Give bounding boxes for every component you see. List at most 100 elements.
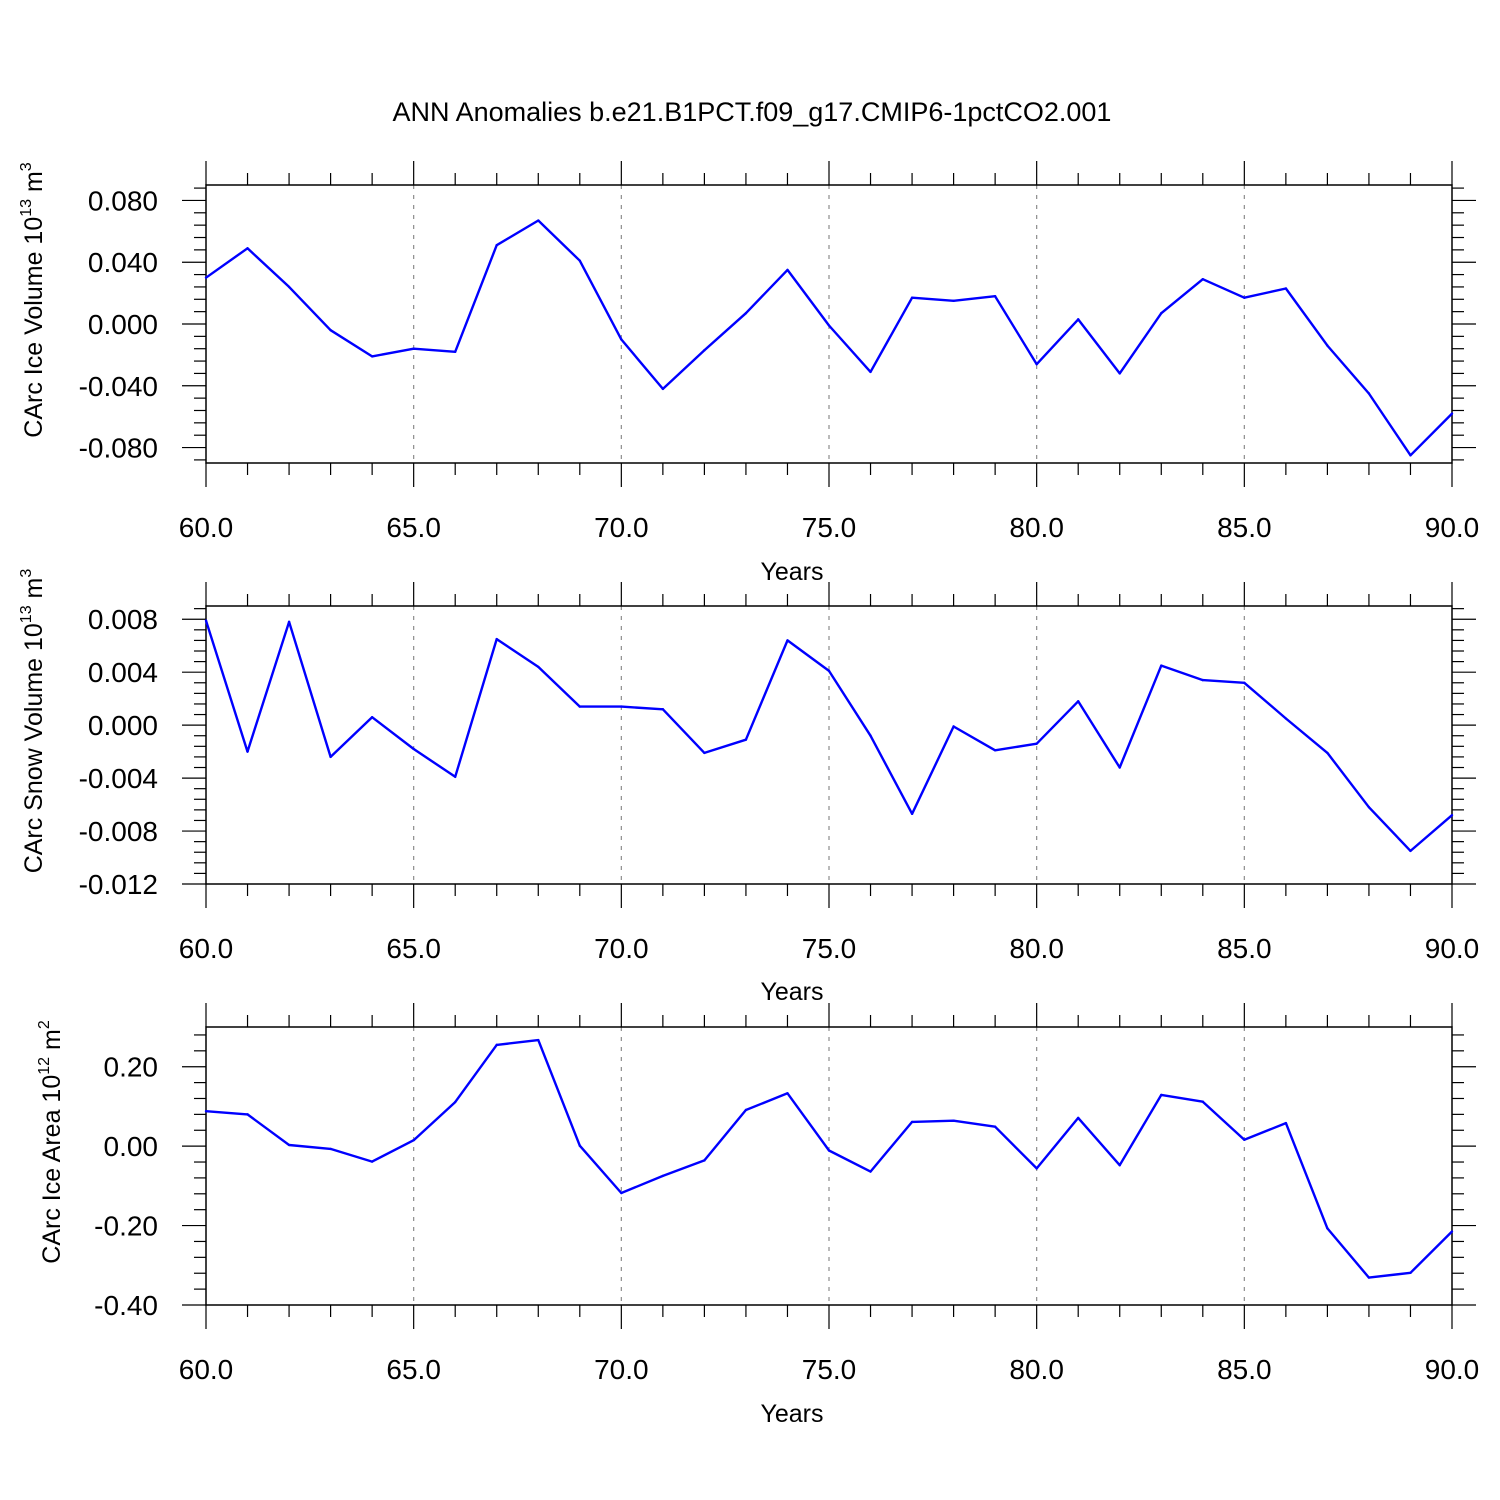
data-point [1284, 717, 1288, 720]
y-tick-label: -0.080 [79, 433, 158, 464]
x-tick-label: 80.0 [1009, 1354, 1064, 1385]
data-point [1243, 1138, 1246, 1141]
data-point [578, 259, 581, 262]
data-point [537, 219, 540, 222]
data-point [620, 338, 623, 341]
data-point [1160, 1093, 1163, 1097]
data-point [952, 299, 955, 303]
ice-area-panel: 60.0 65.0 70.0 75.0 80.0 85.0 90.0 0.20 0.00 -0.2… [36, 1003, 1479, 1428]
data-point [412, 1138, 415, 1142]
data-point [703, 1159, 706, 1162]
data-point [1118, 1164, 1121, 1167]
data-point [1243, 681, 1246, 684]
data-point [1409, 454, 1412, 457]
data-point [910, 812, 914, 816]
data-point [1326, 751, 1329, 755]
data-point [869, 734, 872, 737]
data-point [993, 1125, 997, 1128]
data-point [1077, 700, 1080, 703]
y-tick-label: -0.008 [79, 816, 158, 847]
data-point [370, 716, 374, 719]
y-tick-label: 0.040 [88, 247, 158, 278]
data-point [287, 285, 291, 289]
y-tick-label: -0.040 [79, 371, 158, 402]
data-point [1118, 766, 1121, 769]
x-axis-title: Years [760, 978, 823, 1006]
ice-volume-panel: 60.0 65.0 70.0 75.0 80.0 85.0 90.0 0.080 0.040 0.… [18, 161, 1479, 586]
data-point [412, 347, 415, 350]
data-point [454, 350, 457, 353]
data-point [495, 244, 498, 247]
data-point [910, 296, 914, 299]
data-point [537, 665, 540, 669]
data-point [1367, 392, 1371, 395]
x-tick-label: 85.0 [1217, 512, 1272, 543]
data-point [1077, 318, 1080, 321]
y-tick-label: 0.000 [88, 710, 158, 741]
y-tick-label: -0.20 [94, 1211, 158, 1242]
x-tick-label: 70.0 [594, 1354, 649, 1385]
data-point [744, 1108, 748, 1112]
data-point [869, 1170, 872, 1173]
data-point [495, 1043, 498, 1047]
data-point [1035, 742, 1038, 745]
x-tick-label: 65.0 [386, 512, 441, 543]
y-axis-title: CArc Ice Area 1012 m2 [36, 1020, 66, 1264]
data-point [1077, 1116, 1080, 1120]
data-point [1284, 1121, 1288, 1125]
data-point [1201, 678, 1205, 682]
x-tick-label: 85.0 [1217, 1354, 1272, 1385]
data-point [246, 750, 249, 753]
x-tick-label: 60.0 [179, 512, 234, 543]
data-point [204, 276, 208, 279]
figure-title: ANN Anomalies b.e21.B1PCT.f09_g17.CMIP6-… [393, 97, 1112, 127]
data-point [329, 328, 332, 332]
y-axis-title: CArc Ice Volume 1013 m3 [18, 162, 48, 438]
y-tick-label: 0.004 [88, 657, 158, 688]
data-point [412, 747, 415, 751]
data-point [1160, 664, 1163, 667]
y-tick-label: -0.004 [79, 763, 158, 794]
x-axis-title: Years [760, 1400, 823, 1428]
y-tick-label: 0.008 [88, 604, 158, 635]
data-point [204, 619, 208, 622]
data-point [454, 775, 457, 778]
data-point [246, 1113, 249, 1116]
data-point [703, 349, 706, 352]
x-tick-label: 70.0 [594, 512, 649, 543]
data-point [620, 705, 623, 708]
data-point [1409, 1271, 1412, 1275]
data-point [204, 1109, 208, 1113]
data-point [1450, 412, 1454, 415]
x-tick-label: 75.0 [802, 512, 857, 543]
data-point [287, 1143, 291, 1147]
data-point [703, 751, 706, 755]
data-point [495, 637, 498, 641]
data-point [786, 639, 789, 642]
data-point [454, 1100, 457, 1104]
data-point [1243, 296, 1246, 299]
y-axis-title: CArc Snow Volume 1013 m3 [18, 569, 48, 874]
data-point [578, 705, 581, 708]
x-tick-label: 75.0 [802, 933, 857, 964]
snow-volume-panel: 60.0 65.0 70.0 75.0 80.0 85.0 90.0 0.008 0.004 0.… [18, 569, 1479, 1006]
data-point [329, 1147, 332, 1151]
data-point [1201, 1100, 1205, 1103]
data-point [786, 268, 789, 272]
x-axis-title: Years [760, 558, 823, 586]
data-point [537, 1038, 540, 1042]
y-tick-label: 0.00 [104, 1131, 159, 1162]
data-point [1118, 372, 1121, 375]
x-tick-label: 80.0 [1009, 512, 1064, 543]
data-point [661, 708, 665, 711]
data-point [827, 1149, 831, 1152]
x-tick-label: 65.0 [386, 1354, 441, 1385]
data-point [1409, 849, 1412, 853]
data-point [869, 370, 872, 374]
data-point [578, 1144, 581, 1147]
data-point [620, 1191, 623, 1195]
data-point [246, 247, 249, 250]
data-point [1201, 278, 1205, 281]
data-point [952, 1119, 955, 1122]
